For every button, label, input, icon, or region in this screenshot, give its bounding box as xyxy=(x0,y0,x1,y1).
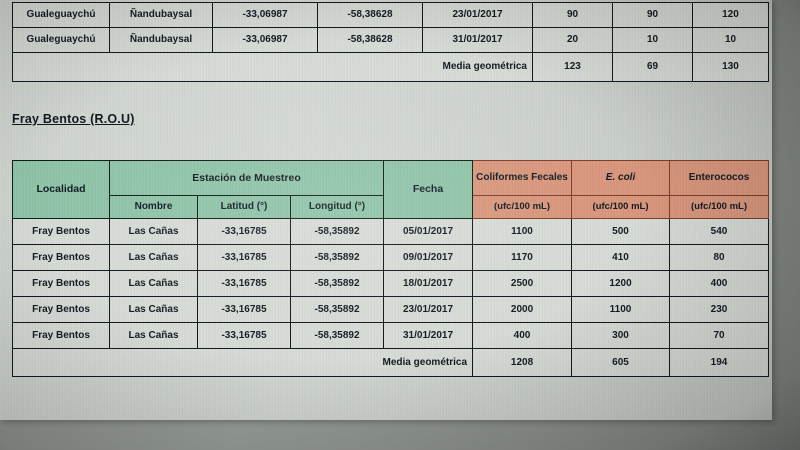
header-unit-ecoli: (ufc/100 mL) xyxy=(571,195,671,219)
cell-coliformes: 1100 xyxy=(472,218,573,245)
cell-nombre: Las Cañas xyxy=(109,244,198,271)
cell-ecoli: 90 xyxy=(612,2,693,28)
header-unit-enterococos: (ufc/100 mL) xyxy=(669,195,770,219)
cell-coliformes: 2000 xyxy=(472,296,573,323)
cell-fecha: 23/01/2017 xyxy=(422,2,533,28)
cell-fecha: 31/01/2017 xyxy=(383,322,474,349)
cell-nombre: Ñandubaysal xyxy=(109,2,213,28)
geometric-mean-ecoli: 605 xyxy=(571,348,671,377)
cell-latitud: -33,16785 xyxy=(197,322,291,349)
cell-ecoli: 300 xyxy=(571,322,671,349)
header-fecha: Fecha xyxy=(383,160,474,219)
gualeguaychu-results-table: Gualeguaychú Ñandubaysal -33,06987 -58,3… xyxy=(12,2,769,82)
header-latitud: Latitud (°) xyxy=(197,195,291,219)
section-heading-fray-bentos: Fray Bentos (R.O.U) xyxy=(12,112,135,126)
cell-nombre: Las Cañas xyxy=(109,296,198,323)
cell-localidad: Fray Bentos xyxy=(12,296,110,323)
cell-fecha: 31/01/2017 xyxy=(422,27,533,53)
cell-nombre: Las Cañas xyxy=(109,270,198,297)
cell-enterococos: 540 xyxy=(669,218,770,245)
cell-longitud: -58,35892 xyxy=(289,322,385,349)
geometric-mean-enterococos: 130 xyxy=(692,52,769,82)
header-coliformes-fecales: Coliformes Fecales xyxy=(472,160,573,196)
cell-longitud: -58,38628 xyxy=(317,2,423,28)
cell-coliformes: 2500 xyxy=(472,270,573,297)
cell-latitud: -33,16785 xyxy=(197,296,291,323)
cell-latitud: -33,16785 xyxy=(197,270,291,297)
cell-ecoli: 1200 xyxy=(571,270,671,297)
cell-coliformes: 90 xyxy=(532,2,613,28)
geometric-mean-row: Media geométrica 1208 605 194 xyxy=(11,348,770,377)
table-row: Gualeguaychú Ñandubaysal -33,06987 -58,3… xyxy=(12,2,769,28)
header-enterococos: Enterococos xyxy=(669,160,770,196)
table-header-row: Localidad Estación de Muestreo Fecha Col… xyxy=(12,160,770,219)
cell-latitud: -33,06987 xyxy=(212,2,318,28)
cell-ecoli: 10 xyxy=(612,27,693,53)
cell-fecha: 09/01/2017 xyxy=(383,244,474,271)
cell-localidad: Fray Bentos xyxy=(12,270,110,297)
header-unit-coliformes: (ufc/100 mL) xyxy=(472,195,573,219)
cell-enterococos: 230 xyxy=(669,296,770,323)
cell-coliformes: 20 xyxy=(532,27,613,53)
cell-longitud: -58,38628 xyxy=(317,27,423,53)
table-row: Fray Bentos Las Cañas -33,16785 -58,3589… xyxy=(12,218,770,245)
cell-ecoli: 500 xyxy=(571,218,671,245)
table-row: Gualeguaychú Ñandubaysal -33,06987 -58,3… xyxy=(12,27,769,53)
cell-longitud: -58,35892 xyxy=(289,244,385,271)
cell-fecha: 23/01/2017 xyxy=(383,296,474,323)
geometric-mean-label: Media geométrica xyxy=(12,52,533,82)
table-row: Fray Bentos Las Cañas -33,16785 -58,3589… xyxy=(12,244,770,271)
table-row: Fray Bentos Las Cañas -33,16785 -58,3589… xyxy=(12,322,770,349)
header-localidad: Localidad xyxy=(12,160,110,219)
cell-enterococos: 10 xyxy=(692,27,769,53)
cell-nombre: Las Cañas xyxy=(109,218,198,245)
geometric-mean-row: Media geométrica 123 69 130 xyxy=(12,52,769,82)
cell-latitud: -33,16785 xyxy=(197,244,291,271)
header-ecoli: E. coli xyxy=(571,160,671,196)
cell-enterococos: 70 xyxy=(669,322,770,349)
cell-latitud: -33,16785 xyxy=(197,218,291,245)
fray-bentos-results-table: Localidad Estación de Muestreo Fecha Col… xyxy=(11,160,770,377)
geometric-mean-ecoli: 69 xyxy=(612,52,693,82)
cell-longitud: -58,35892 xyxy=(289,270,385,297)
document-page: Gualeguaychú Ñandubaysal -33,06987 -58,3… xyxy=(0,0,772,420)
cell-localidad: Fray Bentos xyxy=(12,322,110,349)
cell-localidad: Fray Bentos xyxy=(12,218,110,245)
header-nombre: Nombre xyxy=(109,195,198,219)
cell-enterococos: 400 xyxy=(669,270,770,297)
cell-coliformes: 400 xyxy=(472,322,573,349)
cell-fecha: 18/01/2017 xyxy=(383,270,474,297)
geometric-mean-coliformes: 1208 xyxy=(472,348,573,377)
header-longitud: Longitud (°) xyxy=(289,195,385,219)
cell-coliformes: 1170 xyxy=(472,244,573,271)
header-estacion-de-muestreo: Estación de Muestreo xyxy=(108,160,385,196)
table-row: Fray Bentos Las Cañas -33,16785 -58,3589… xyxy=(12,270,770,297)
cell-ecoli: 1100 xyxy=(571,296,671,323)
cell-longitud: -58,35892 xyxy=(289,296,385,323)
geometric-mean-label: Media geométrica xyxy=(11,348,474,377)
cell-longitud: -58,35892 xyxy=(289,218,385,245)
cell-enterococos: 120 xyxy=(692,2,769,28)
cell-enterococos: 80 xyxy=(669,244,770,271)
cell-nombre: Las Cañas xyxy=(109,322,198,349)
table-row: Fray Bentos Las Cañas -33,16785 -58,3589… xyxy=(12,296,770,323)
cell-ecoli: 410 xyxy=(571,244,671,271)
cell-latitud: -33,06987 xyxy=(212,27,318,53)
cell-localidad: Gualeguaychú xyxy=(12,27,110,53)
cell-nombre: Ñandubaysal xyxy=(109,27,213,53)
geometric-mean-coliformes: 123 xyxy=(532,52,613,82)
cell-localidad: Fray Bentos xyxy=(12,244,110,271)
geometric-mean-enterococos: 194 xyxy=(669,348,770,377)
cell-localidad: Gualeguaychú xyxy=(12,2,110,28)
cell-fecha: 05/01/2017 xyxy=(383,218,474,245)
